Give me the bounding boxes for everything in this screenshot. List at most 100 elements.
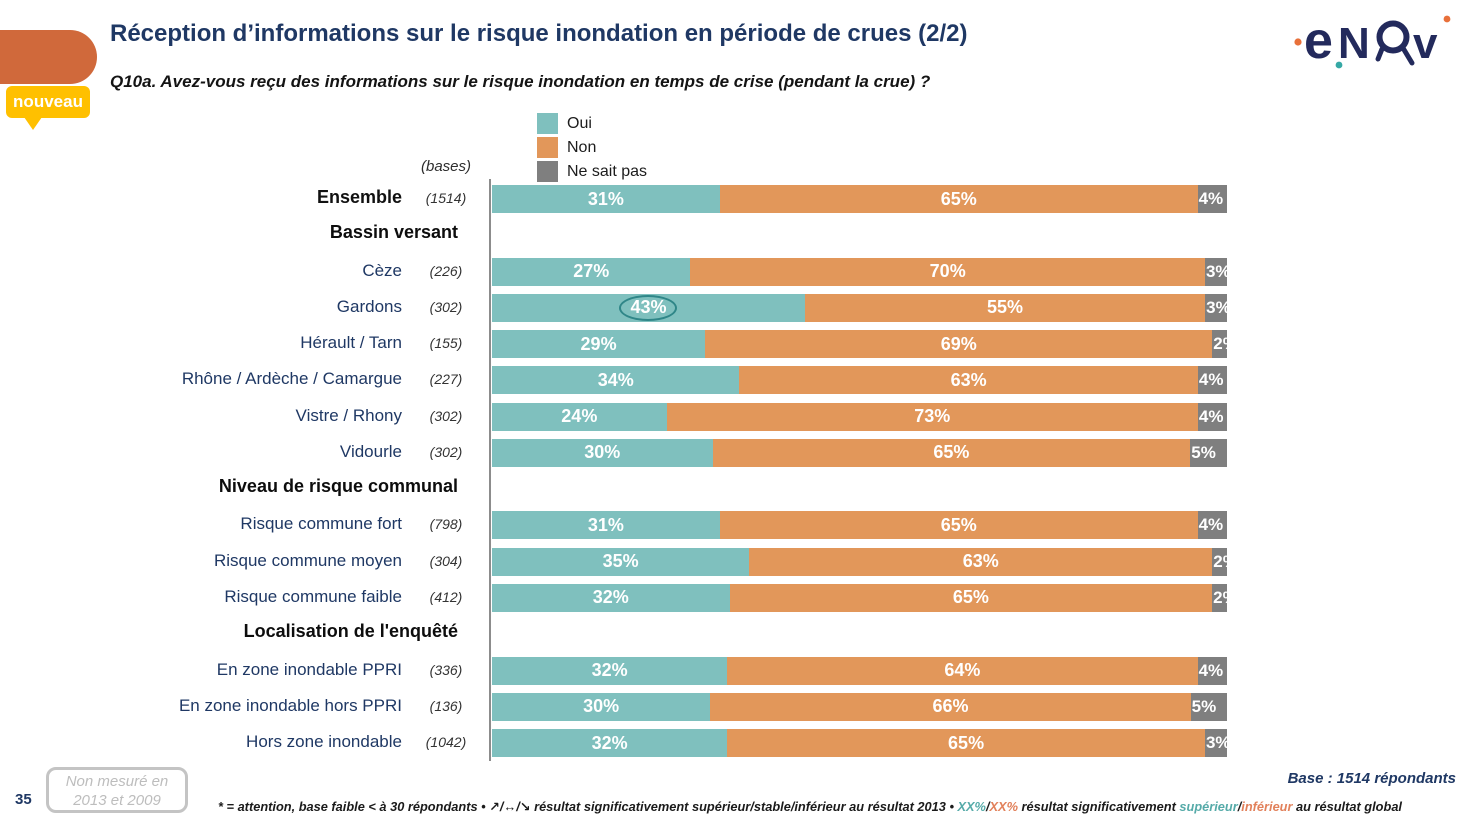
bar-segment-oui: 29% bbox=[492, 330, 706, 359]
row-base-count: (1514) bbox=[425, 190, 467, 206]
footnote-text: supérieur/stable/inférieur bbox=[691, 799, 846, 814]
bar-segment-oui: 30% bbox=[492, 692, 711, 721]
bar-segment-non: 69% bbox=[705, 330, 1213, 359]
stacked-bar: 32% 65% 3% bbox=[492, 729, 1231, 758]
row-label: Rhône / Ardèche / Camargue bbox=[181, 369, 402, 389]
bases-caption: (bases) bbox=[420, 158, 472, 175]
footnote-text: / bbox=[985, 799, 990, 814]
bar-segment-non: 65% bbox=[712, 438, 1191, 467]
bar-segment-oui: 34% bbox=[492, 366, 740, 395]
legend-item-oui: Oui bbox=[537, 113, 647, 134]
row-base-count: (302) bbox=[429, 407, 463, 424]
row-label: Ensemble bbox=[316, 187, 402, 207]
trend-arrows: ↗/↔/↘ bbox=[489, 799, 531, 814]
chart-row: En zone inondable hors PPRI (136) 30% 66% 5% bbox=[0, 689, 1462, 725]
stacked-bar: 31% 65% 4% bbox=[492, 511, 1227, 540]
segment-value-label: 63% bbox=[950, 369, 987, 390]
row-label: Vistre / Rhony bbox=[295, 405, 402, 425]
svg-text:N: N bbox=[1338, 19, 1370, 68]
segment-value-label: 32% bbox=[591, 732, 628, 753]
bar-segment-nsp: 3% bbox=[1204, 729, 1231, 758]
bar-segment-nsp: 3% bbox=[1204, 257, 1231, 286]
bar-segment-oui: 31% bbox=[492, 511, 720, 540]
bar-segment-non: 70% bbox=[690, 257, 1205, 286]
question-text: Q10a. Avez-vous reçu des informations su… bbox=[110, 72, 931, 91]
footnote-text: au résultat 2013 • bbox=[845, 799, 958, 814]
bar-segment-non: 63% bbox=[749, 547, 1213, 576]
section-header: Niveau de risque communal bbox=[218, 476, 458, 497]
row-base-count: (155) bbox=[429, 335, 463, 352]
row-label: Hérault / Tarn bbox=[300, 333, 402, 353]
section-header-row: Localisation de l'enquêté bbox=[0, 616, 1462, 652]
segment-value-label: 65% bbox=[933, 442, 970, 463]
row-base-count: (226) bbox=[429, 262, 463, 279]
section-header-row: Bassin versant bbox=[0, 217, 1462, 253]
segment-value-label: 3% bbox=[1205, 733, 1231, 753]
footnote: * = attention, base faible < à 30 répond… bbox=[218, 799, 1402, 815]
segment-value-label: 32% bbox=[592, 587, 629, 608]
bar-segment-non: 73% bbox=[666, 402, 1198, 431]
chart-row: Risque commune faible (412) 32% 65% 2% bbox=[0, 580, 1462, 616]
segment-value-label: 34% bbox=[597, 369, 634, 390]
stacked-bar: 43% 55% 3% bbox=[492, 293, 1231, 322]
legend-item-non: Non bbox=[537, 137, 647, 158]
chart-row: Hérault / Tarn (155) 29% 69% 2% bbox=[0, 326, 1462, 362]
bar-segment-oui: 32% bbox=[492, 656, 728, 685]
enov-logo-graphic: e N v bbox=[1294, 12, 1451, 70]
not-measured-line1: Non mesuré en bbox=[65, 773, 169, 790]
stacked-bar: 35% 63% 2% bbox=[492, 547, 1238, 576]
segment-value-label: 30% bbox=[584, 442, 621, 463]
segment-value-label: 35% bbox=[602, 551, 639, 572]
footnote-text: / bbox=[1237, 799, 1242, 814]
bar-segment-nsp: 4% bbox=[1197, 366, 1227, 395]
segment-value-label: 55% bbox=[987, 297, 1024, 318]
segment-value-label: 2% bbox=[1213, 334, 1238, 354]
bar-segment-nsp: 5% bbox=[1190, 438, 1227, 467]
segment-value-label: 65% bbox=[952, 587, 989, 608]
row-label: Vidourle bbox=[339, 441, 402, 461]
row-label: Hors zone inondable bbox=[246, 732, 402, 752]
segment-value-label: 2% bbox=[1213, 551, 1238, 571]
chart-row: Vidourle (302) 30% 65% 5% bbox=[0, 435, 1462, 471]
segment-value-label: 69% bbox=[940, 333, 977, 354]
stacked-bar: 30% 65% 5% bbox=[492, 438, 1227, 467]
svg-text:v: v bbox=[1413, 19, 1438, 68]
stacked-bar: 29% 69% 2% bbox=[492, 330, 1238, 359]
stacked-bar: 31% 65% 4% bbox=[492, 185, 1227, 213]
not-measured-line2: 2013 et 2009 bbox=[73, 792, 161, 809]
slide-accent-shape bbox=[0, 30, 97, 84]
segment-value-label: 5% bbox=[1191, 696, 1217, 716]
not-measured-note: Non mesuré en 2013 et 2009 bbox=[46, 767, 188, 813]
bar-segment-nsp: 4% bbox=[1197, 402, 1227, 431]
row-label: Risque commune fort bbox=[240, 514, 402, 534]
footnote-text: * = attention, base faible < à 30 répond… bbox=[218, 799, 490, 814]
bar-segment-nsp: 2% bbox=[1212, 330, 1238, 359]
segment-value-label: 4% bbox=[1198, 660, 1224, 680]
chart-row: Risque commune moyen (304) 35% 63% 2% bbox=[0, 544, 1462, 580]
segment-value-label: 4% bbox=[1198, 406, 1224, 426]
segment-value-label: 43% bbox=[619, 294, 678, 321]
segment-value-label: 65% bbox=[940, 514, 977, 535]
base-note: Base : 1514 répondants bbox=[1287, 770, 1456, 787]
bar-segment-nsp: 2% bbox=[1212, 547, 1238, 576]
segment-value-label: 29% bbox=[580, 333, 617, 354]
stacked-bar: 27% 70% 3% bbox=[492, 257, 1231, 286]
legend-swatch-non bbox=[537, 137, 558, 158]
stacked-bar-chart: Ensemble (1514) 31% 65% 4% Bassin versant Cèze… bbox=[0, 179, 1462, 766]
segment-value-label: 64% bbox=[944, 660, 981, 680]
segment-value-label: 31% bbox=[587, 514, 624, 535]
legend-label-nsp: Ne sait pas bbox=[567, 162, 648, 180]
segment-value-label: 73% bbox=[914, 406, 951, 427]
bar-segment-non: 65% bbox=[719, 511, 1198, 540]
page-number: 35 bbox=[15, 791, 32, 808]
bar-segment-non: 64% bbox=[727, 656, 1198, 685]
segment-value-label: 24% bbox=[561, 406, 598, 427]
footnote-text: résultat significativement bbox=[1017, 799, 1180, 814]
stacked-bar: 30% 66% 5% bbox=[492, 692, 1227, 721]
segment-value-label: 4% bbox=[1198, 515, 1224, 535]
chart-row: Vistre / Rhony (302) 24% 73% 4% bbox=[0, 399, 1462, 435]
stacked-bar: 34% 63% 4% bbox=[492, 366, 1227, 395]
bar-segment-non: 65% bbox=[719, 185, 1198, 213]
segment-value-label: 3% bbox=[1205, 261, 1231, 281]
segment-value-label: 70% bbox=[929, 261, 966, 282]
